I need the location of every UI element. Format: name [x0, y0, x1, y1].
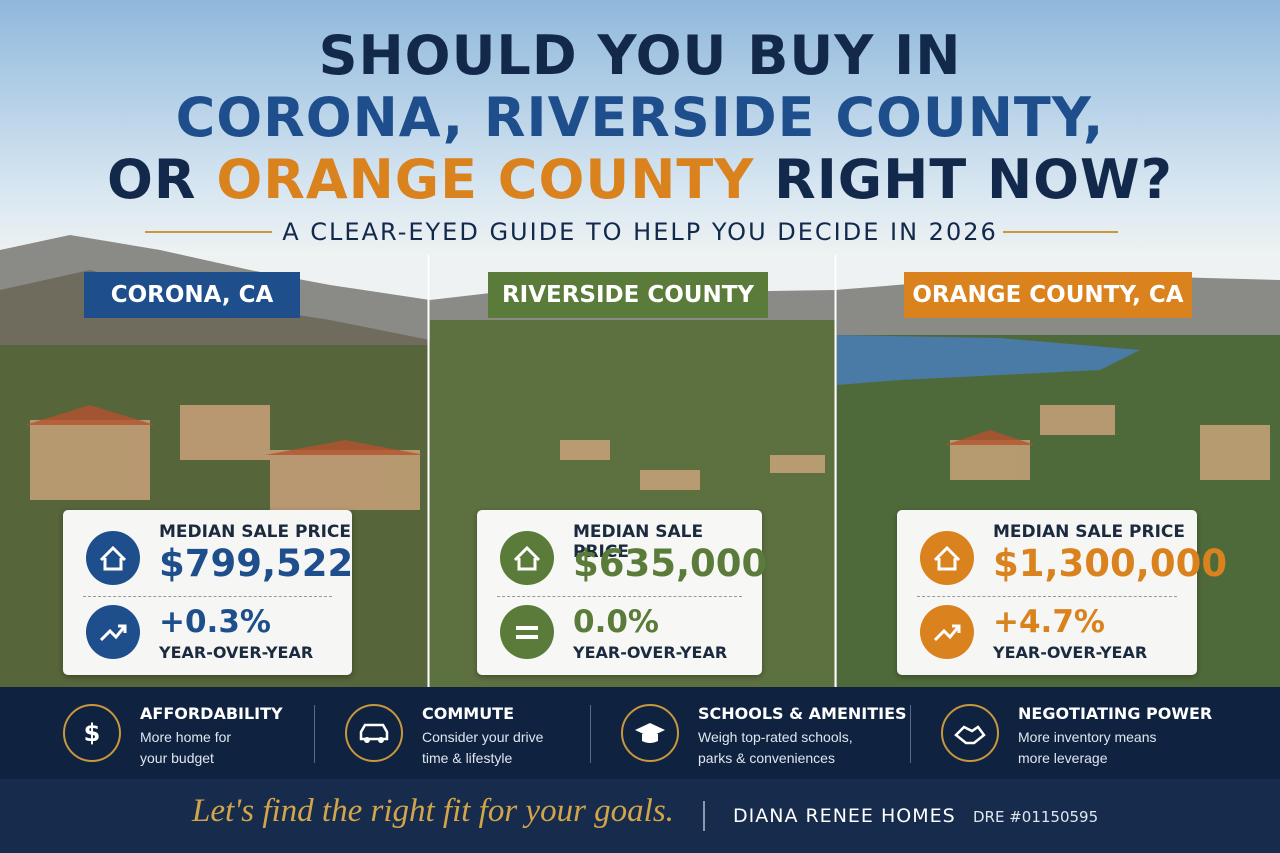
- feature-text: More home for: [140, 729, 232, 745]
- yoy-label: YEAR-OVER-YEAR: [159, 643, 314, 662]
- feature-text: parks & conveniences: [698, 750, 835, 766]
- feature-title: COMMUTE: [422, 704, 515, 723]
- change-icon: [85, 604, 141, 664]
- house-icon: [499, 530, 555, 590]
- feature-icon: [344, 703, 404, 767]
- footer: Let's find the right fit for your goals.…: [0, 779, 1280, 853]
- tagline: Let's find the right fit for your goals.: [192, 793, 674, 829]
- house-icon: [919, 530, 975, 590]
- feature-divider: [910, 705, 911, 763]
- change-icon: [919, 604, 975, 664]
- title-part: RIGHT NOW?: [754, 148, 1173, 211]
- panel-label: CORONA, CA: [84, 272, 300, 318]
- card-divider: [917, 596, 1177, 597]
- stat-card: MEDIAN SALE PRICE $635,000 0.0% YEAR-OVER-Y…: [477, 510, 767, 675]
- feature-title: AFFORDABILITY: [140, 704, 283, 723]
- feature-text: More inventory means: [1018, 729, 1157, 745]
- feature-text: time & lifestyle: [422, 750, 513, 766]
- title-line: CORONA, RIVERSIDE COUNTY,: [175, 86, 1105, 149]
- yoy-change: +4.7%: [993, 604, 1105, 640]
- card-divider: [83, 596, 332, 597]
- feature-title: SCHOOLS & AMENITIES: [698, 704, 907, 723]
- yoy-change: +0.3%: [159, 604, 271, 640]
- stat-card: MEDIAN SALE PRICE $799,522 +0.3% YEAR-OVER-…: [63, 510, 354, 675]
- median-price: $799,522: [159, 542, 354, 585]
- feature-divider: [590, 705, 591, 763]
- svg-text:$: $: [84, 719, 101, 747]
- feature-icon: $: [62, 703, 122, 767]
- brand: DIANA RENEE HOMES: [733, 805, 956, 827]
- title-highlight: ORANGE COUNTY: [216, 148, 755, 211]
- yoy-label: YEAR-OVER-YEAR: [573, 643, 728, 662]
- license: DRE #01150595: [973, 808, 1099, 826]
- feature-divider: [314, 705, 315, 763]
- panel-label: RIVERSIDE COUNTY: [488, 272, 768, 318]
- stat-card: MEDIAN SALE PRICE $1,300,000 +4.7% YEAR-OVE…: [897, 510, 1227, 675]
- yoy-label: YEAR-OVER-YEAR: [993, 643, 1148, 662]
- yoy-change: 0.0%: [573, 604, 659, 640]
- metric-label: MEDIAN SALE PRICE: [993, 522, 1185, 542]
- feature-text: more leverage: [1018, 750, 1108, 766]
- title-line: OR ORANGE COUNTY RIGHT NOW?: [0, 148, 1280, 211]
- feature-text: your budget: [140, 750, 214, 766]
- house-icon: [85, 530, 141, 590]
- features-bar: [0, 687, 1280, 779]
- median-price: $635,000: [573, 542, 768, 585]
- feature-text: Weigh top-rated schools,: [698, 729, 853, 745]
- median-price: $1,300,000: [993, 542, 1228, 585]
- metric-label: MEDIAN SALE PRICE: [573, 522, 704, 562]
- metric-label: MEDIAN SALE PRICE: [159, 522, 351, 542]
- panel-label: ORANGE COUNTY, CA: [904, 272, 1192, 318]
- feature-icon: [620, 703, 680, 767]
- change-icon: [499, 604, 555, 664]
- title-part: OR: [107, 148, 217, 211]
- feature-title: NEGOTIATING POWER: [1018, 704, 1213, 723]
- divider: [703, 801, 705, 831]
- feature-text: Consider your drive: [422, 729, 544, 745]
- title-line: SHOULD YOU BUY IN: [318, 24, 962, 87]
- subtitle: A CLEAR-EYED GUIDE TO HELP YOU DECIDE IN…: [282, 218, 998, 246]
- feature-icon: [940, 703, 1000, 767]
- card-divider: [497, 596, 742, 597]
